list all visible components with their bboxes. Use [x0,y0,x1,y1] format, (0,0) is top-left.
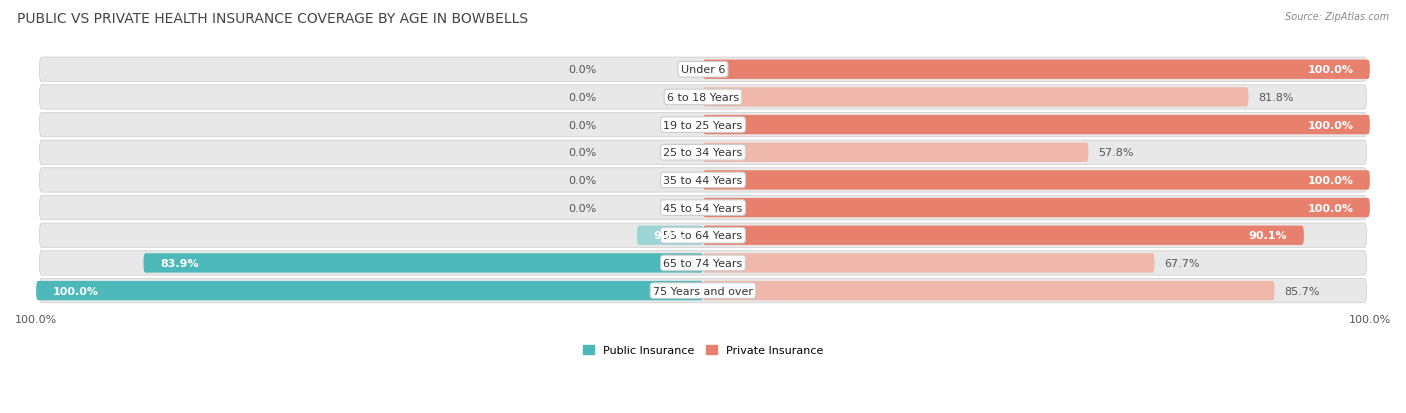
Text: 75 Years and over: 75 Years and over [652,286,754,296]
FancyBboxPatch shape [39,58,1367,82]
Text: Under 6: Under 6 [681,65,725,75]
FancyBboxPatch shape [703,60,1369,80]
FancyBboxPatch shape [39,279,1367,303]
Text: 0.0%: 0.0% [568,203,596,213]
Text: Source: ZipAtlas.com: Source: ZipAtlas.com [1285,12,1389,22]
Text: 100.0%: 100.0% [53,286,98,296]
FancyBboxPatch shape [37,281,703,301]
Text: 0.0%: 0.0% [568,148,596,158]
FancyBboxPatch shape [703,281,1274,301]
FancyBboxPatch shape [637,226,703,245]
FancyBboxPatch shape [39,196,1367,220]
Text: 0.0%: 0.0% [568,176,596,185]
Text: 65 to 74 Years: 65 to 74 Years [664,258,742,268]
Text: 0.0%: 0.0% [568,65,596,75]
FancyBboxPatch shape [703,88,1249,107]
Text: 83.9%: 83.9% [160,258,198,268]
FancyBboxPatch shape [39,85,1367,110]
FancyBboxPatch shape [39,169,1367,192]
Text: 45 to 54 Years: 45 to 54 Years [664,203,742,213]
Text: 100.0%: 100.0% [1308,65,1353,75]
Text: 57.8%: 57.8% [1098,148,1135,158]
Text: 0.0%: 0.0% [568,120,596,130]
Text: PUBLIC VS PRIVATE HEALTH INSURANCE COVERAGE BY AGE IN BOWBELLS: PUBLIC VS PRIVATE HEALTH INSURANCE COVER… [17,12,529,26]
FancyBboxPatch shape [703,171,1369,190]
FancyBboxPatch shape [703,116,1369,135]
FancyBboxPatch shape [703,198,1369,218]
Text: 81.8%: 81.8% [1258,93,1294,103]
Text: 100.0%: 100.0% [1308,120,1353,130]
FancyBboxPatch shape [39,251,1367,275]
Text: 100.0%: 100.0% [1308,176,1353,185]
Text: 85.7%: 85.7% [1285,286,1320,296]
Text: 19 to 25 Years: 19 to 25 Years [664,120,742,130]
Text: 90.1%: 90.1% [1249,231,1286,241]
FancyBboxPatch shape [703,226,1303,245]
FancyBboxPatch shape [703,254,1154,273]
FancyBboxPatch shape [143,254,703,273]
Text: 55 to 64 Years: 55 to 64 Years [664,231,742,241]
Legend: Public Insurance, Private Insurance: Public Insurance, Private Insurance [579,340,827,360]
Text: 25 to 34 Years: 25 to 34 Years [664,148,742,158]
Text: 67.7%: 67.7% [1164,258,1199,268]
Text: 35 to 44 Years: 35 to 44 Years [664,176,742,185]
Text: 100.0%: 100.0% [1308,203,1353,213]
Text: 0.0%: 0.0% [568,93,596,103]
Text: 6 to 18 Years: 6 to 18 Years [666,93,740,103]
FancyBboxPatch shape [703,143,1088,163]
FancyBboxPatch shape [39,223,1367,248]
FancyBboxPatch shape [39,141,1367,165]
Text: 9.9%: 9.9% [654,231,685,241]
FancyBboxPatch shape [39,113,1367,138]
